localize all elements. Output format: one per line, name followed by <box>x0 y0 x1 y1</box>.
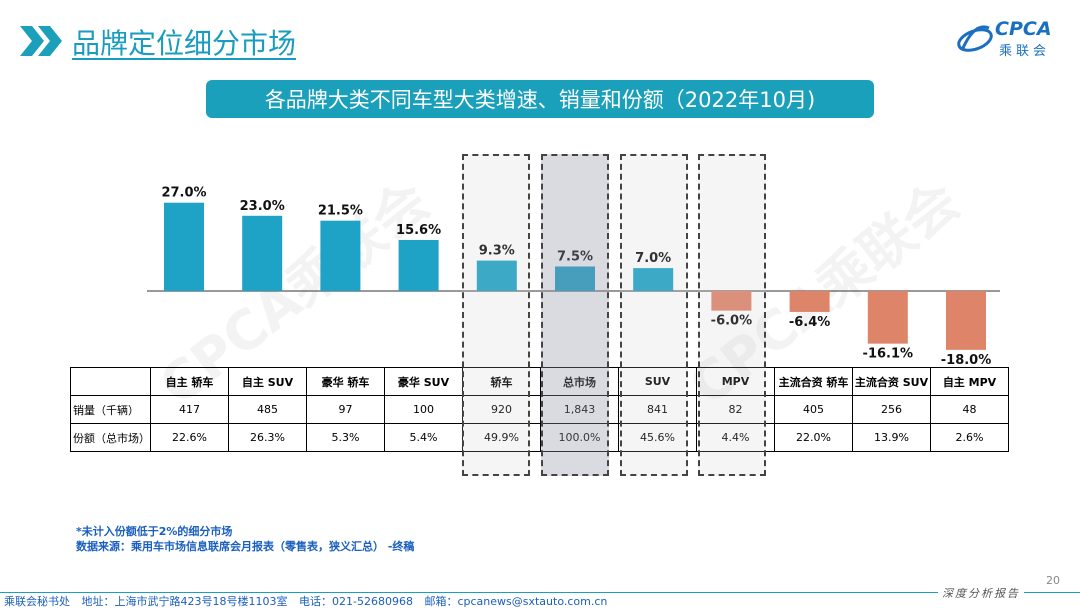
table-header-cell: 豪华 SUV <box>384 367 463 396</box>
table-cell: 97 <box>306 395 385 424</box>
footer-tagline: 深度分析报告 <box>938 585 1024 601</box>
cpca-logo: CPCA 乘联会 <box>955 18 1055 62</box>
table-cell: 5.3% <box>306 423 385 452</box>
chevron-right-icon <box>20 26 62 56</box>
table-cell: 417 <box>150 395 229 424</box>
table-header-cell: 主流合资 SUV <box>852 367 931 396</box>
bar <box>398 239 439 291</box>
table-header-row: 自主 轿车 自主 SUV 豪华 轿车 豪华 SUV 轿车 总市场 SUV MPV… <box>70 367 1009 396</box>
table-cell: 920 <box>462 395 541 424</box>
footer-divider <box>0 592 1080 593</box>
logo-emblem-icon <box>957 25 993 52</box>
row-label-sales: 销量（千辆） <box>70 395 151 424</box>
table-cell: 49.9% <box>462 423 541 452</box>
bar <box>164 202 204 291</box>
table-cell: 45.6% <box>618 423 697 452</box>
bar <box>555 266 595 291</box>
bar-value-label: 7.0% <box>635 251 671 266</box>
table-cell: 256 <box>852 395 931 424</box>
note-threshold: *未计入份额低于2%的细分市场 <box>76 525 233 538</box>
table-cell: 22.6% <box>150 423 229 452</box>
bar-value-label: -18.0% <box>941 353 992 368</box>
table-cell: 405 <box>774 395 853 424</box>
table-header-cell: 自主 轿车 <box>150 367 229 396</box>
table-row-share: 份额（总市场） 22.6% 26.3% 5.3% 5.4% 49.9% 100.… <box>70 423 1009 452</box>
bar-value-label: -16.1% <box>863 347 914 362</box>
page-title: 品牌定位细分市场 <box>72 27 297 60</box>
table-cell: 100.0% <box>540 423 619 452</box>
data-table: 自主 轿车 自主 SUV 豪华 轿车 豪华 SUV 轿车 总市场 SUV MPV… <box>70 367 1009 452</box>
table-header-cell: SUV <box>618 367 697 396</box>
logo-text: CPCA <box>995 18 1052 40</box>
table-cell: 22.0% <box>774 423 853 452</box>
bar-value-label: 15.6% <box>396 223 441 238</box>
table-cell: 1,843 <box>540 395 619 424</box>
table-header-cell: 豪华 轿车 <box>306 367 385 396</box>
table-corner-cell <box>70 367 151 396</box>
footer: 乘联会秘书处 地址：上海市武宁路423号18号楼1103室 电话：021-526… <box>4 593 615 609</box>
table-cell: 13.9% <box>852 423 931 452</box>
table-header-cell: MPV <box>696 367 775 396</box>
bar <box>946 291 986 350</box>
chart-subtitle: 各品牌大类不同车型大类增速、销量和份额（2022年10月) <box>206 80 874 118</box>
table-cell: 82 <box>696 395 775 424</box>
bar <box>867 291 908 344</box>
bar <box>242 215 283 291</box>
table-header-cell: 自主 MPV <box>930 367 1009 396</box>
bar <box>789 291 830 312</box>
table-header-cell: 轿车 <box>462 367 541 396</box>
table-cell: 485 <box>228 395 307 424</box>
bar <box>476 260 517 291</box>
note-source: 数据来源：乘用车市场信息联席会月报表（零售表，狭义汇总） -终稿 <box>76 540 415 553</box>
table-cell: 841 <box>618 395 697 424</box>
page-number: 20 <box>1046 574 1060 587</box>
bar-value-label: 7.5% <box>557 249 593 264</box>
bar-value-label: 23.0% <box>240 199 285 214</box>
bar-value-label: 21.5% <box>318 204 363 219</box>
table-cell: 26.3% <box>228 423 307 452</box>
bar-value-label: 9.3% <box>479 244 515 259</box>
footer-org: 乘联会秘书处 <box>4 595 70 608</box>
table-cell: 2.6% <box>930 423 1009 452</box>
row-label-share: 份额（总市场） <box>70 423 151 452</box>
footer-email: 邮箱：cpcanews@sxtauto.com.cn <box>424 595 608 608</box>
header: 品牌定位细分市场 <box>20 20 720 60</box>
bar <box>711 291 752 311</box>
bar-value-label: -6.0% <box>711 314 752 329</box>
bar-value-label: 27.0% <box>161 186 206 201</box>
footer-phone: 电话：021-52680968 <box>299 595 413 608</box>
footer-address: 地址：上海市武宁路423号18号楼1103室 <box>81 595 288 608</box>
table-cell: 48 <box>930 395 1009 424</box>
table-cell: 4.4% <box>696 423 775 452</box>
table-header-cell: 总市场 <box>540 367 619 396</box>
bar-value-label: -6.4% <box>789 315 830 330</box>
table-cell: 5.4% <box>384 423 463 452</box>
table-header-cell: 主流合资 轿车 <box>774 367 853 396</box>
table-cell: 100 <box>384 395 463 424</box>
bar <box>320 220 361 291</box>
table-header-cell: 自主 SUV <box>228 367 307 396</box>
logo-subtext: 乘联会 <box>999 44 1051 59</box>
notes: *未计入份额低于2%的细分市场 数据来源：乘用车市场信息联席会月报表（零售表，狭… <box>76 524 414 554</box>
table-row-sales: 销量（千辆） 417 485 97 100 920 1,843 841 82 4… <box>70 395 1009 424</box>
bar <box>633 268 674 291</box>
